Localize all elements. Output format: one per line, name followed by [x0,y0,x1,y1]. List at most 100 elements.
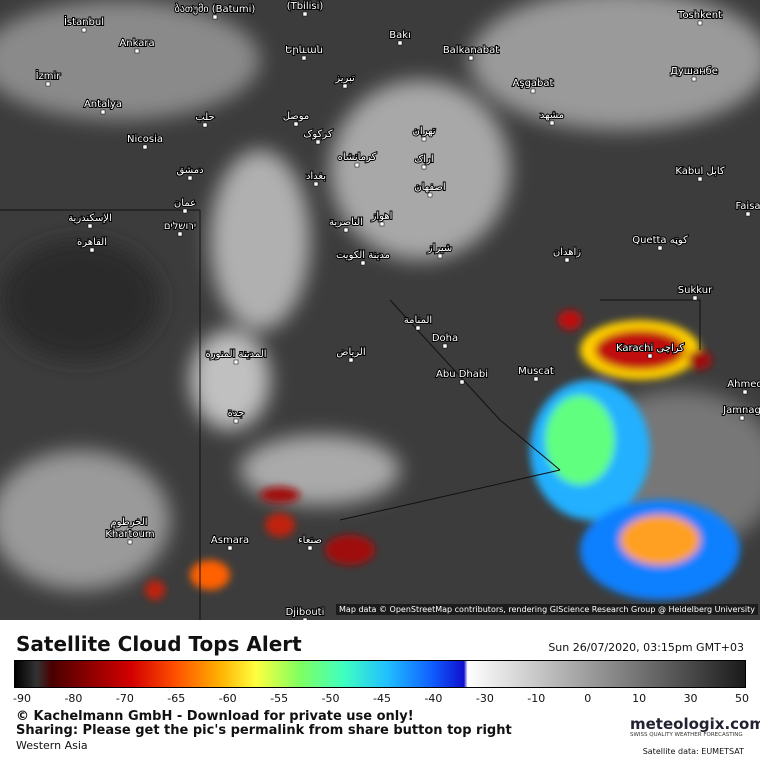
city-label: ירושלים [164,221,196,232]
city-label: Jamnag [722,405,760,416]
satellite-map: İstanbul ბათუმი (Batumi) (Tbilisi) Ankara Եր… [0,0,760,620]
city-label: اصفهان [414,182,445,193]
city-marker [691,76,697,82]
city-label: Ankara [119,38,154,49]
city-marker [187,175,193,181]
city-label: Balkanabat [443,45,499,56]
city-label: Nicosia [127,134,163,145]
city-marker [307,545,313,551]
city-label: دمشق [176,165,203,176]
scale-tick-label: 50 [735,692,749,705]
city-marker [182,208,188,214]
city-label: القاهرة [77,237,107,248]
scale-tick-label: -70 [115,692,134,705]
city-marker [742,389,748,395]
title: Satellite Cloud Tops Alert [16,632,302,656]
city-label: Երևան [285,45,323,56]
scale-tick-label: 30 [683,692,698,705]
city-marker [202,122,208,128]
brand: meteologix.com [630,715,760,733]
city-label: Khartoum [105,529,154,540]
city-marker [100,109,106,115]
city-label: مدينة الكويت [336,250,390,261]
city-label: اراک [414,154,433,165]
city-label: Quetta کوټه [632,235,688,246]
city-marker [233,418,239,424]
city-marker [692,295,698,301]
city-label: موصل [283,111,310,122]
city-marker [313,181,319,187]
copyright: © Kachelmann GmbH - Download for private… [16,709,414,724]
city-marker [348,357,354,363]
city-marker [564,257,570,263]
city-label: Abu Dhabi [436,369,488,380]
city-marker [87,223,93,229]
city-label: المنامة [404,315,432,326]
city-label: شیراز [427,243,453,254]
city-label: تبریز [334,73,355,84]
color-scale [14,660,746,688]
city-marker [427,192,433,198]
city-label: مشهد [540,110,564,121]
scale-tick-label: -55 [270,692,289,705]
city-marker [301,55,307,61]
city-marker [127,539,133,545]
city-label: زاهدان [553,247,581,258]
city-marker [379,221,385,227]
city-label: Sukkur [678,285,713,296]
scale-tick-label: -10 [527,692,546,705]
city-label: بغداد [306,171,326,182]
city-marker [415,325,421,331]
attribution: Map data © OpenStreetMap contributors, r… [336,604,758,615]
city-label: جدة [228,408,245,419]
city-label: İzmir [36,69,62,82]
city-marker [657,245,663,251]
city-label: Kabul کابل [675,166,725,177]
city-marker [342,83,348,89]
city-label: کرکوک [303,129,332,140]
data-source: Satellite data: EUMETSAT [642,747,744,756]
tagline: SWISS QUALITY WEATHER FORECASTING [630,732,743,738]
city-marker [360,260,366,266]
city-marker [533,376,539,382]
city-marker [530,88,536,94]
city-marker [142,144,148,150]
city-marker [745,211,751,217]
scale-tick-label: -60 [218,692,237,705]
region: Western Asia [16,739,88,752]
city-label: Antalya [84,99,122,110]
city-marker [177,231,183,237]
scale-tick-label: 0 [584,692,592,705]
sharing-note: Sharing: Please get the pic's permalink … [16,723,512,738]
timestamp: Sun 26/07/2020, 03:15pm GMT+03 [548,641,744,654]
city-label: Muscat [518,366,554,377]
scale-tick-label: -45 [373,692,391,705]
city-label: صنعاء [298,535,322,546]
city-label: الرياض [336,347,365,358]
city-marker [302,617,308,620]
city-label: ბათუმი (Batumi) [175,3,256,15]
city-label: الخرطوم [110,517,147,528]
city-marker [354,162,360,168]
city-marker [212,14,218,20]
city-marker [739,415,745,421]
city-marker [302,11,308,17]
scale-tick-label: -50 [321,692,340,705]
city-label: Karachi کراچی [616,343,684,354]
city-marker [227,545,233,551]
city-label: Toshkent [677,10,722,21]
city-marker [468,55,474,61]
city-label: المدينة المنورة [205,349,266,360]
city-marker [459,379,465,385]
city-marker [293,121,299,127]
scale-tick-label: 10 [632,692,647,705]
scale-tick-label: -80 [64,692,83,705]
city-marker [549,120,555,126]
city-label: الإسكندرية [68,213,112,224]
scale-tick-label: -40 [424,692,443,705]
city-label: اهواز [371,211,393,222]
city-label: عمان [174,198,196,209]
scale-tick-label: -65 [167,692,186,705]
city-label: İstanbul [64,15,104,28]
